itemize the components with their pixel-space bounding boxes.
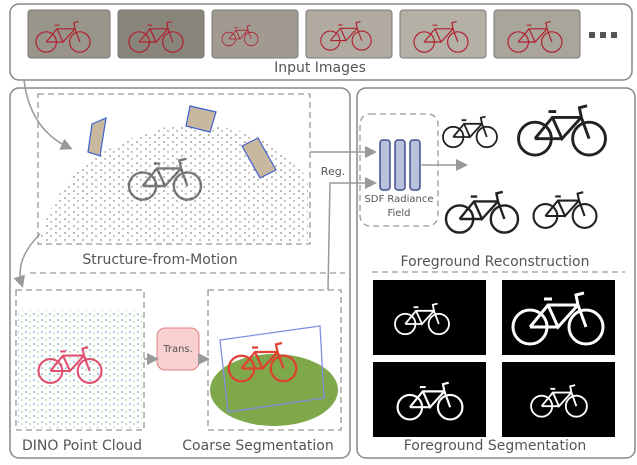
sfm-label: Structure-from-Motion <box>82 252 237 268</box>
recon-bike <box>519 106 606 155</box>
masks <box>373 280 615 437</box>
dino-points <box>18 310 142 428</box>
recon-bike <box>534 192 597 228</box>
sdf-layers <box>380 140 420 190</box>
sdf-label: SDF Radiance Field <box>360 193 438 221</box>
dino-label: DINO Point Cloud <box>22 438 142 454</box>
thumbnail <box>494 10 580 58</box>
recon-bike <box>446 192 518 233</box>
input-label: Input Images <box>274 60 366 76</box>
mask <box>373 362 486 437</box>
more-dots <box>589 32 617 38</box>
diagram: Input Images Structure-from-Motion Trans… <box>0 0 637 461</box>
mask <box>373 280 486 355</box>
thumbnail <box>28 10 110 58</box>
thumbnail <box>212 10 298 58</box>
recon-bike <box>443 117 497 148</box>
arrow <box>24 80 70 148</box>
thumbnails <box>28 10 580 58</box>
mask <box>502 362 615 437</box>
thumbnail <box>118 10 204 58</box>
recon-label: Foreground Reconstruction <box>401 254 590 270</box>
thumbnail <box>400 10 486 58</box>
reconstructions <box>443 106 606 233</box>
sdf-label-box: SDF Radiance Field <box>360 193 438 225</box>
arrow <box>20 234 40 285</box>
mask <box>502 280 615 355</box>
coarse-label: Coarse Segmentation <box>182 438 333 454</box>
segmentation-label: Foreground Segmentation <box>404 438 587 454</box>
reg-label: Reg. <box>321 165 345 178</box>
trans-label: Trans. <box>162 344 193 355</box>
thumbnail <box>306 10 392 58</box>
